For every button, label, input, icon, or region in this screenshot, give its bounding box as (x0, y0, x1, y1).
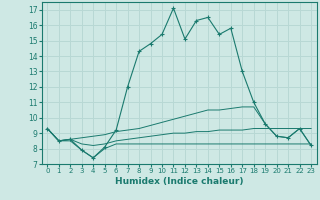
X-axis label: Humidex (Indice chaleur): Humidex (Indice chaleur) (115, 177, 244, 186)
